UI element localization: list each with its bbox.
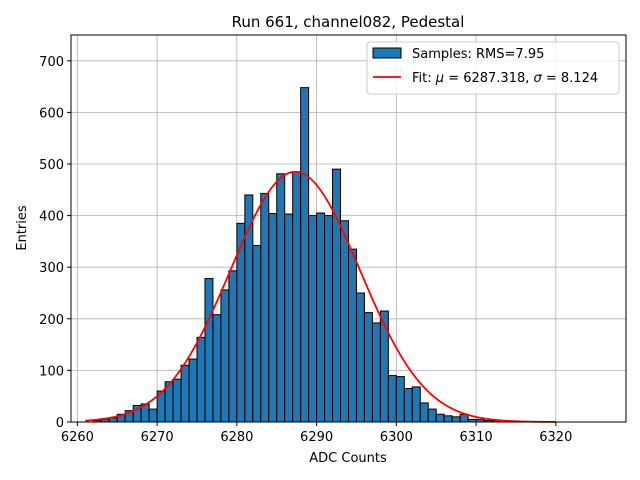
histogram-bar [220, 289, 230, 423]
legend-fit-mu-value: = 6287.318, [444, 71, 533, 86]
histogram-bar [348, 248, 357, 423]
histogram-bar [188, 358, 198, 423]
y-axis: 0 100 200 300 400 500 600 700 [39, 55, 71, 431]
histogram-bar [435, 413, 445, 423]
x-axis: 6260 6270 6280 6290 6300 6310 6320 [61, 422, 572, 445]
legend-fit-sigma-value: = 8.124 [542, 71, 598, 86]
legend-label-fit: Fit: μ = 6287.318, σ = 8.124 [412, 71, 598, 86]
histogram-bar [387, 375, 397, 423]
plot-frame [70, 34, 627, 423]
histogram-bar [268, 213, 278, 423]
y-axis-label: Entries [15, 205, 30, 251]
legend-fit-mu-symbol: μ [435, 71, 444, 86]
histogram-bar [196, 336, 206, 423]
histogram-bar [316, 212, 326, 423]
histogram-bar [332, 168, 342, 423]
histogram-bar [411, 386, 421, 423]
x-tick-label: 6300 [380, 430, 413, 445]
histogram-bar [284, 213, 294, 423]
y-tick-label: 100 [39, 364, 64, 379]
legend-fit-sigma-symbol: σ [534, 71, 543, 86]
y-tick-label: 200 [39, 313, 64, 328]
histogram-bar [308, 215, 318, 423]
histogram-bar [212, 314, 222, 423]
histogram-bar [355, 292, 365, 423]
histogram-bar [395, 376, 405, 423]
fit-curve [85, 170, 556, 423]
histogram-bar [419, 402, 429, 423]
x-tick-label: 6320 [539, 430, 572, 445]
histogram-bar [292, 171, 302, 423]
histogram-bar [379, 310, 389, 423]
histogram-bar [300, 87, 310, 423]
x-tick-label: 6270 [141, 430, 174, 445]
x-tick-label: 6260 [61, 430, 94, 445]
y-tick-label: 500 [39, 158, 64, 173]
histogram-bar [260, 192, 270, 423]
histogram-bar [148, 408, 158, 423]
legend-label-samples: Samples: RMS=7.95 [412, 47, 544, 62]
histogram-bar [172, 378, 182, 423]
histogram-bar [451, 416, 461, 423]
histogram-bar [252, 245, 262, 423]
y-tick-label: 600 [39, 106, 64, 121]
histogram-bar [228, 270, 238, 423]
legend-fit-prefix: Fit: [412, 71, 436, 86]
histogram-bar [324, 215, 334, 423]
histogram-bar [403, 387, 413, 423]
histogram-bar [363, 312, 373, 423]
histogram-bar [443, 415, 453, 423]
histogram-bar [340, 220, 349, 423]
y-tick-label: 300 [39, 261, 64, 276]
histogram-bar [276, 173, 286, 423]
y-tick-label: 700 [39, 55, 64, 70]
histogram-bar [427, 408, 437, 423]
fit-curve-group [85, 170, 556, 423]
x-axis-label: ADC Counts [309, 451, 387, 466]
x-tick-label: 6280 [220, 430, 253, 445]
histogram-bar [371, 322, 381, 423]
histogram-bar [180, 364, 190, 423]
legend: Samples: RMS=7.95 Fit: μ = 6287.318, σ =… [366, 41, 620, 95]
x-tick-label: 6310 [460, 430, 493, 445]
histogram-bar [204, 278, 214, 423]
legend-swatch-samples [372, 47, 402, 59]
y-tick-label: 400 [39, 210, 64, 225]
chart-title: Run 661, channel082, Pedestal [232, 13, 465, 31]
legend-box [366, 41, 620, 95]
x-tick-label: 6290 [300, 430, 333, 445]
y-tick-label: 0 [56, 416, 64, 431]
